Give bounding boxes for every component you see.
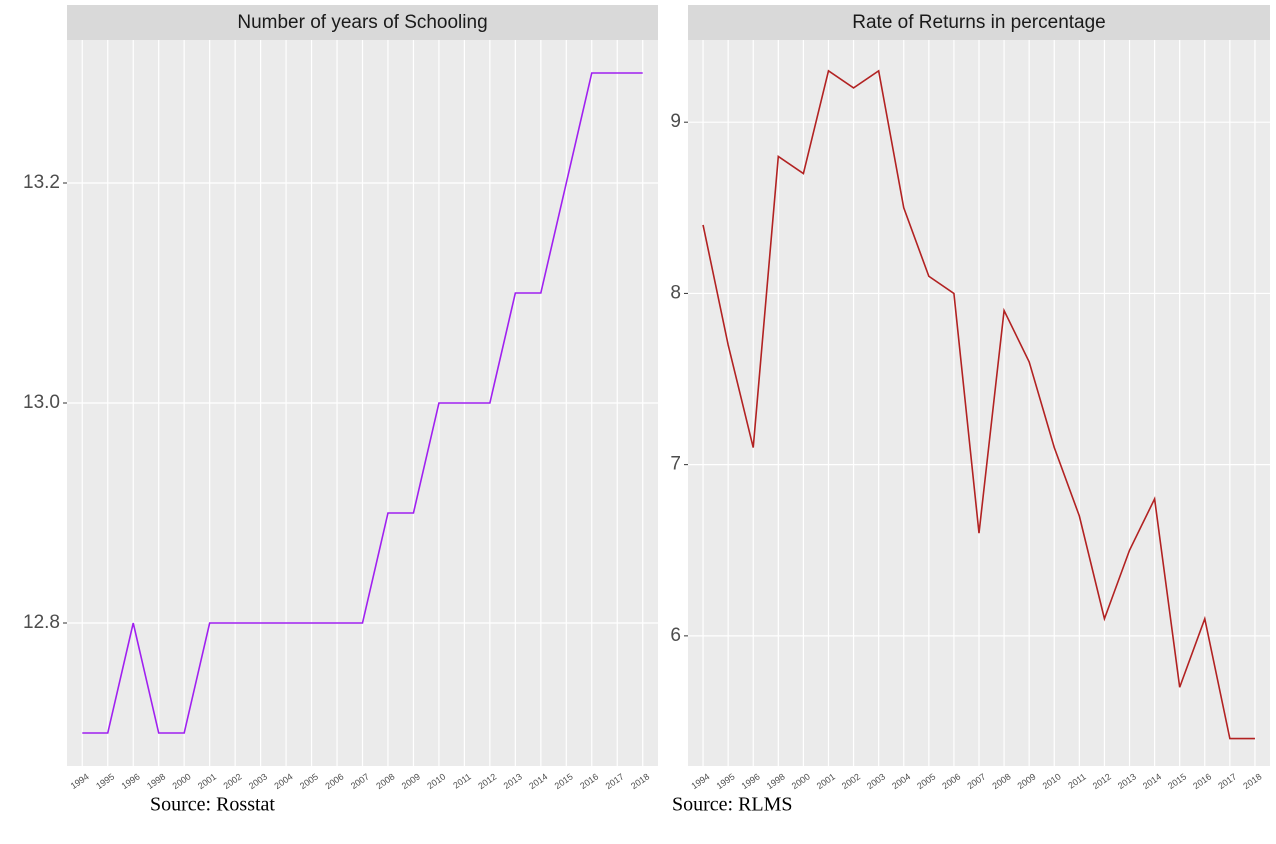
x-tick-label: 2006: [323, 771, 345, 791]
y-tick-label: 8: [670, 282, 681, 303]
x-tick-label: 2000: [790, 771, 812, 791]
source-note: Source: Rosstat: [150, 794, 275, 816]
y-tick-label: 7: [670, 454, 681, 475]
x-tick-label: 2013: [502, 771, 524, 791]
x-tick-label: 1995: [715, 771, 737, 791]
x-tick-label: 2016: [1191, 771, 1213, 791]
x-tick-label: 1994: [689, 771, 711, 791]
x-tick-label: 2003: [247, 771, 269, 791]
x-tick-label: 2011: [1066, 771, 1088, 790]
x-tick-label: 1998: [765, 771, 787, 791]
x-tick-label: 2016: [578, 771, 600, 791]
x-tick-label: 2005: [298, 771, 320, 791]
x-tick-label: 2012: [1091, 771, 1113, 791]
x-tick-label: 2008: [374, 771, 396, 791]
x-tick-label: 2005: [915, 771, 937, 791]
y-tick-label: 13.0: [23, 392, 60, 413]
x-tick-label: 1998: [145, 771, 167, 791]
data-line: [82, 72, 643, 734]
x-tick-label: 2009: [1016, 771, 1038, 791]
x-tick-label: 2017: [1216, 771, 1238, 791]
x-tick-label: 1996: [740, 771, 762, 791]
x-tick-label: 2008: [990, 771, 1012, 791]
x-tick-label: 2001: [815, 771, 837, 791]
x-tick-label: 2007: [349, 771, 371, 791]
x-tick-label: 2007: [965, 771, 987, 791]
y-tick-label: 13.2: [23, 172, 60, 193]
x-tick-label: 2000: [171, 771, 193, 791]
source-note: Source: RLMS: [672, 794, 793, 816]
panel-title: Rate of Returns in percentage: [852, 12, 1106, 33]
strip-background: [67, 5, 658, 40]
y-tick-label: 12.8: [23, 612, 60, 633]
x-tick-label: 2012: [476, 771, 498, 791]
x-tick-label: 2003: [865, 771, 887, 791]
x-tick-label: 2004: [890, 771, 912, 791]
x-tick-label: 1996: [120, 771, 142, 791]
x-tick-label: 2010: [1041, 771, 1063, 791]
y-tick-label: 9: [670, 111, 681, 132]
x-tick-label: 2002: [221, 771, 243, 791]
x-tick-label: 2010: [425, 771, 447, 791]
strip-background: [688, 5, 1270, 40]
x-tick-label: 2015: [553, 771, 575, 791]
panel-title: Number of years of Schooling: [237, 12, 487, 33]
x-tick-label: 2014: [1141, 771, 1163, 791]
y-tick-label: 6: [670, 625, 681, 646]
x-tick-label: 2004: [272, 771, 294, 791]
x-tick-label: 2002: [840, 771, 862, 791]
x-tick-label: 2017: [604, 771, 626, 791]
x-tick-label: 2011: [451, 771, 473, 790]
x-tick-label: 1995: [94, 771, 116, 791]
data-line: [702, 69, 1255, 740]
x-tick-label: 2006: [940, 771, 962, 791]
x-tick-label: 2013: [1116, 771, 1138, 791]
x-tick-label: 2001: [196, 771, 218, 791]
x-tick-label: 2014: [527, 771, 549, 791]
x-tick-label: 1994: [69, 771, 91, 791]
x-tick-label: 2015: [1166, 771, 1188, 791]
x-tick-label: 2009: [400, 771, 422, 791]
x-tick-label: 2018: [1241, 771, 1263, 791]
x-tick-label: 2018: [629, 771, 651, 791]
